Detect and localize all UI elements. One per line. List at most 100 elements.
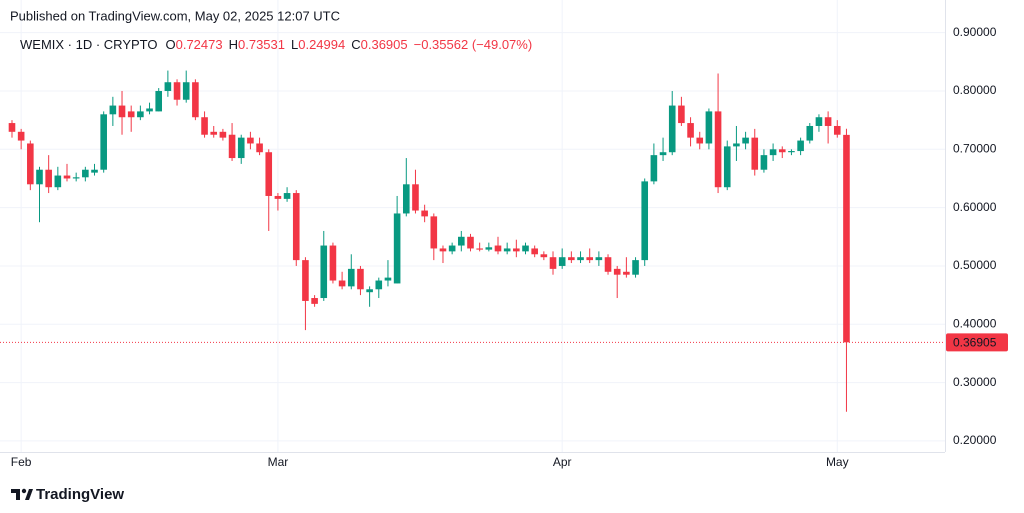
candle-body <box>439 248 447 252</box>
candle-body <box>329 245 337 281</box>
candle-body <box>228 134 236 159</box>
candle-body <box>430 216 438 249</box>
legend-value: 0.24994 <box>298 37 345 52</box>
candle-body <box>36 169 43 185</box>
candle-body <box>27 143 34 185</box>
candle-body <box>274 195 282 199</box>
candle-body <box>549 257 557 269</box>
logo-stem <box>16 489 20 500</box>
candle-body <box>595 257 603 261</box>
candle-body <box>8 123 16 132</box>
candle-body <box>522 245 529 252</box>
y-tick-label: 0.50000 <box>953 258 997 272</box>
candle-body <box>292 193 300 261</box>
candle-body <box>485 247 493 250</box>
candle-body <box>448 245 456 252</box>
candle-body <box>494 245 502 252</box>
last-price-label: 0.36905 <box>953 335 997 349</box>
candle-body <box>806 125 814 141</box>
legend-value: 0.73531 <box>238 37 285 52</box>
legend-key: C <box>351 37 360 52</box>
candle-body <box>82 169 89 178</box>
candle-body <box>311 298 318 304</box>
candle-body <box>182 82 190 100</box>
candle-body <box>320 245 328 299</box>
y-tick-label: 0.70000 <box>953 141 997 155</box>
candle-body <box>338 280 346 287</box>
symbol-legend: WEMIX · 1D · CRYPTO O0.72473 H0.73531 L0.24… <box>20 37 532 52</box>
candle-body <box>164 82 172 91</box>
candle-body <box>586 257 593 261</box>
candle-body <box>733 143 740 147</box>
candle-body <box>137 111 144 118</box>
legend-key: L <box>291 37 298 52</box>
candle-body <box>513 248 520 252</box>
candle-body <box>265 152 273 196</box>
legend-change: −0.35562 (−49.07%) <box>414 37 533 52</box>
candle-body <box>696 137 704 144</box>
candle-body <box>100 114 107 170</box>
candle-body <box>421 210 428 217</box>
x-tick-label: Mar <box>268 455 289 469</box>
candle-body <box>91 169 98 173</box>
brand: TradingView <box>36 486 124 503</box>
y-tick-label: 0.80000 <box>953 83 997 97</box>
candle-body <box>458 236 465 246</box>
y-tick-label: 0.90000 <box>953 25 997 39</box>
candle-body <box>402 184 410 214</box>
candle-body <box>17 131 25 141</box>
candle-body <box>815 117 823 126</box>
x-tick-label: May <box>826 455 849 469</box>
candle-body <box>247 137 254 144</box>
candle-body <box>659 152 667 156</box>
candle-body <box>540 254 548 258</box>
candle-body <box>219 131 227 138</box>
candles-layer <box>0 70 945 412</box>
candle-body <box>357 268 364 290</box>
y-tick-label: 0.60000 <box>953 200 997 214</box>
candle-body <box>63 175 71 179</box>
candle-body <box>797 140 804 152</box>
candle-body <box>256 143 263 153</box>
candle-body <box>558 257 566 266</box>
candle-body <box>384 277 392 281</box>
candle-body <box>668 105 676 153</box>
candle-body <box>375 280 383 290</box>
candle-body <box>568 257 575 261</box>
candle-body <box>778 149 786 153</box>
published-note: Published on TradingView.com, May 02, 20… <box>10 8 340 23</box>
candle-body <box>769 149 777 156</box>
candle-body <box>613 268 621 275</box>
candle-body <box>824 117 832 126</box>
candle-body <box>45 169 52 188</box>
candle-body <box>650 155 658 182</box>
candle-body <box>192 82 199 118</box>
candle-body <box>577 257 584 261</box>
candle-body <box>366 289 373 293</box>
candle-body <box>742 137 749 144</box>
x-tick-label: Feb <box>11 455 32 469</box>
legend-key: O <box>165 37 175 52</box>
logo-dot <box>21 488 27 494</box>
candle-body <box>283 193 291 199</box>
candle-body <box>201 117 208 135</box>
candle-body <box>476 248 483 250</box>
candle-body <box>393 213 401 284</box>
candle-body <box>760 155 768 170</box>
candle-body <box>503 248 511 252</box>
y-tick-label: 0.20000 <box>953 433 997 447</box>
candle-body <box>751 137 759 170</box>
candle-body <box>705 111 713 144</box>
candle-body <box>788 151 795 153</box>
candle-body <box>302 260 309 301</box>
y-tick-label: 0.30000 <box>953 375 997 389</box>
candle-body <box>604 257 612 272</box>
candle-body <box>632 260 639 275</box>
x-tick-label: Apr <box>553 455 572 469</box>
logo-bar <box>11 489 20 493</box>
candle-body <box>210 131 218 135</box>
candle-body <box>723 146 731 188</box>
candle-body <box>118 105 126 118</box>
